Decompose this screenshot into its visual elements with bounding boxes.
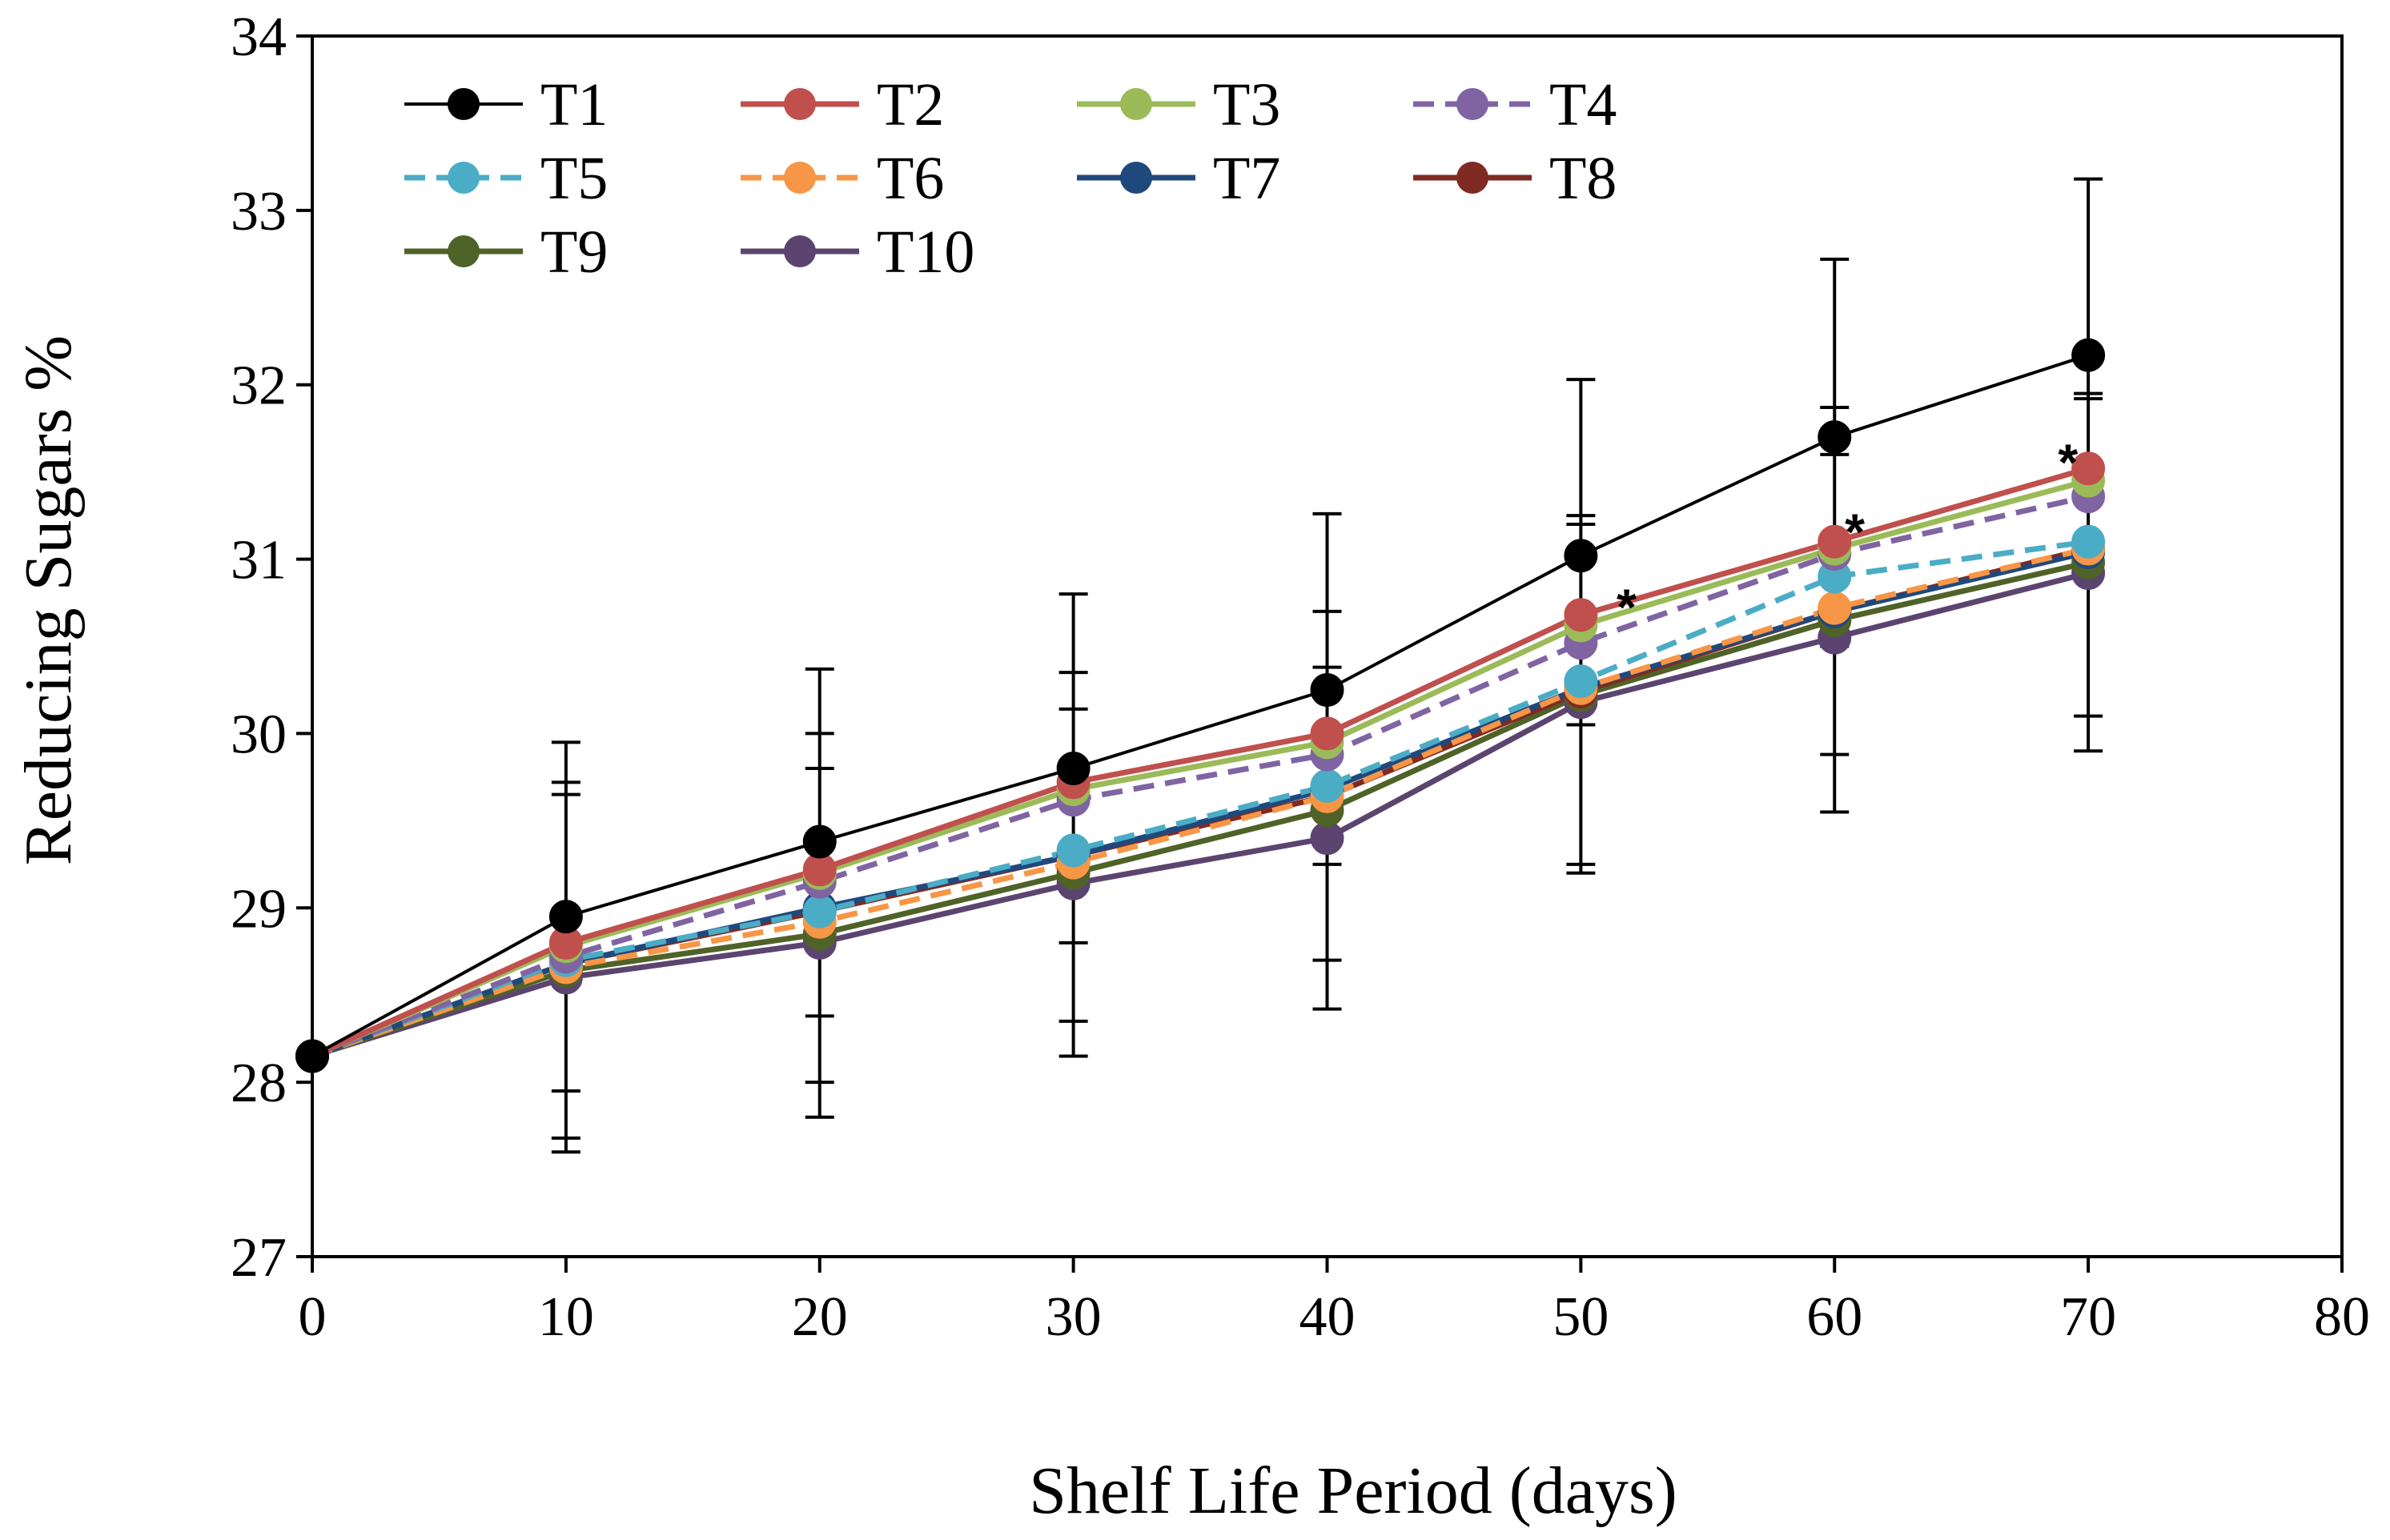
x-axis-title: Shelf Life Period (days): [1029, 1454, 1677, 1528]
data-point-t5: [1056, 833, 1091, 868]
x-tick-label: 50: [1552, 1286, 1609, 1348]
legend-marker-t8: [1456, 162, 1488, 194]
legend-label-t3: T3: [1213, 71, 1280, 138]
legend-label-t5: T5: [540, 145, 608, 212]
y-tick-label: 29: [231, 878, 287, 940]
y-axis-title: Reducing Sugars %: [11, 335, 86, 866]
legend-marker-t10: [784, 235, 816, 267]
legend-label-t4: T4: [1549, 71, 1617, 138]
series-line-t4: [311, 493, 2089, 1059]
data-point-t1: [548, 900, 583, 934]
data-point-t5: [1310, 768, 1344, 803]
legend-marker-t5: [448, 162, 480, 194]
y-tick-label: 33: [231, 181, 287, 243]
y-tick-label: 30: [231, 704, 287, 765]
data-point-t2: [2071, 451, 2106, 486]
x-tick-label: 40: [1299, 1286, 1356, 1348]
y-tick-label: 32: [231, 355, 287, 417]
x-axis-ticks: 0 10 20 30 40 50 60 70 80: [299, 1257, 2370, 1348]
x-tick-label: 20: [792, 1286, 848, 1348]
series-line-t6: [311, 546, 2089, 1059]
legend-marker-t2: [784, 88, 816, 120]
legend-marker-t4: [1456, 88, 1488, 120]
series-lines: [311, 353, 2090, 1059]
legend-label-t10: T10: [877, 219, 974, 286]
x-tick-label: 10: [538, 1286, 594, 1348]
series-line-t9: [311, 559, 2089, 1059]
series-line-t1: [311, 353, 2089, 1058]
data-point-t2: [1564, 598, 1598, 632]
y-tick-label: 28: [231, 1053, 287, 1114]
legend: T1 T2 T3 T4 T5 T6 T7 T8 T9 T10: [404, 71, 1617, 286]
legend-marker-t1: [448, 88, 480, 120]
legend-marker-t6: [784, 162, 816, 194]
legend-marker-t3: [1120, 88, 1152, 120]
significance-asterisk: *: [1617, 578, 1637, 636]
data-point-t1: [295, 1039, 329, 1073]
data-point-t6: [1818, 591, 1852, 625]
x-tick-label: 30: [1046, 1286, 1102, 1348]
legend-label-t7: T7: [1213, 145, 1280, 212]
series-line-t3: [311, 478, 2090, 1059]
legend-label-t6: T6: [877, 145, 944, 212]
legend-marker-t7: [1120, 162, 1152, 194]
data-point-t1: [1564, 539, 1598, 573]
legend-label-t2: T2: [877, 71, 944, 138]
legend-label-t9: T9: [540, 219, 608, 286]
y-axis-ticks: 27 28 29 30 31 32 33 34: [231, 6, 312, 1289]
x-tick-label: 0: [299, 1286, 327, 1348]
significance-asterisk: *: [1845, 503, 1865, 561]
x-tick-label: 70: [2060, 1286, 2116, 1348]
data-point-t2: [1818, 524, 1852, 559]
y-tick-label: 34: [231, 6, 287, 68]
data-point-t2: [1310, 716, 1344, 751]
series-line-t10: [311, 570, 2089, 1059]
data-point-t5: [1564, 664, 1598, 699]
data-point-t5: [802, 894, 837, 928]
data-point-t1: [2071, 338, 2106, 372]
series-line-t5: [311, 539, 2089, 1059]
legend-marker-t9: [448, 235, 480, 267]
series-markers: [295, 338, 2106, 1073]
data-point-t5: [2071, 524, 2106, 559]
data-point-t1: [1818, 420, 1852, 455]
legend-label-t1: T1: [540, 71, 608, 138]
y-tick-label: 27: [231, 1227, 287, 1289]
series-line-t2: [311, 465, 2090, 1059]
x-tick-label: 60: [1806, 1286, 1862, 1348]
significance-asterisk: *: [2058, 434, 2078, 491]
data-point-t1: [802, 824, 837, 859]
annotations: * * *: [1617, 434, 2078, 636]
x-tick-label: 80: [2314, 1286, 2370, 1348]
y-tick-label: 31: [231, 530, 287, 592]
data-point-t1: [1056, 752, 1091, 785]
legend-label-t8: T8: [1549, 145, 1617, 212]
data-point-t1: [1310, 672, 1344, 707]
